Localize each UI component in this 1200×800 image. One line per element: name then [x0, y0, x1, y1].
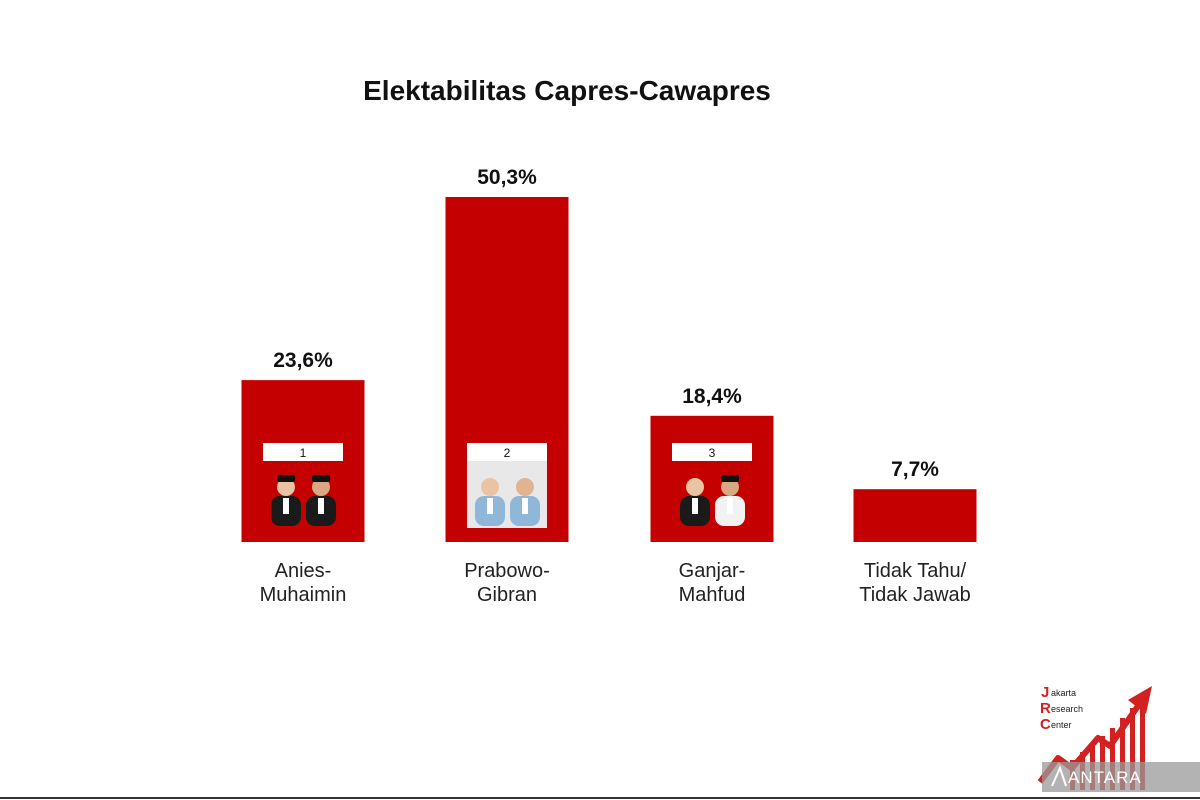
category-label-1-line-2: Muhaimin: [260, 584, 347, 606]
candidate-number-2: 2: [504, 446, 511, 460]
value-label-2: 50,3%: [477, 166, 537, 189]
category-label-1-line-1: Anies-: [275, 560, 332, 582]
chart-title: Elektabilitas Capres-Cawapres: [363, 75, 771, 106]
candidate-photo-1: 1: [263, 443, 343, 528]
candidate-photo-3: 3: [672, 443, 752, 528]
logo-word-3: enter: [1051, 720, 1072, 730]
value-label-4: 7,7%: [891, 458, 939, 481]
logo-word-1: akarta: [1051, 688, 1076, 698]
antara-logo-icon: [1051, 765, 1067, 787]
watermark-text: ANTARA: [1068, 768, 1142, 787]
value-label-1: 23,6%: [273, 349, 333, 372]
logo-word-2: esearch: [1051, 704, 1083, 714]
logo-letter-c: C: [1040, 716, 1051, 733]
bar-4: [853, 489, 977, 542]
antara-watermark: ANTARA: [1042, 762, 1200, 792]
candidate-photo-2: 2: [467, 443, 547, 528]
category-label-3-line-1: Ganjar-: [679, 560, 746, 582]
labels-layer: 23,6% Anies-Muhaimin 50,3% Prabowo-Gibran 18…: [260, 166, 971, 606]
candidate-number-3: 3: [709, 446, 716, 460]
category-label-4-line-2: Tidak Jawab: [859, 584, 971, 606]
value-label-3: 18,4%: [682, 385, 742, 408]
category-label-2-line-2: Gibran: [477, 584, 537, 606]
logo-letter-j: J: [1041, 684, 1049, 701]
logo-letter-r: R: [1040, 700, 1051, 717]
candidate-number-1: 1: [300, 446, 307, 460]
category-label-2-line-1: Prabowo-: [464, 560, 550, 582]
category-label-3-line-2: Mahfud: [679, 584, 746, 606]
bars-layer: 1 2 3: [241, 197, 977, 542]
category-label-4-line-1: Tidak Tahu/: [864, 560, 967, 582]
